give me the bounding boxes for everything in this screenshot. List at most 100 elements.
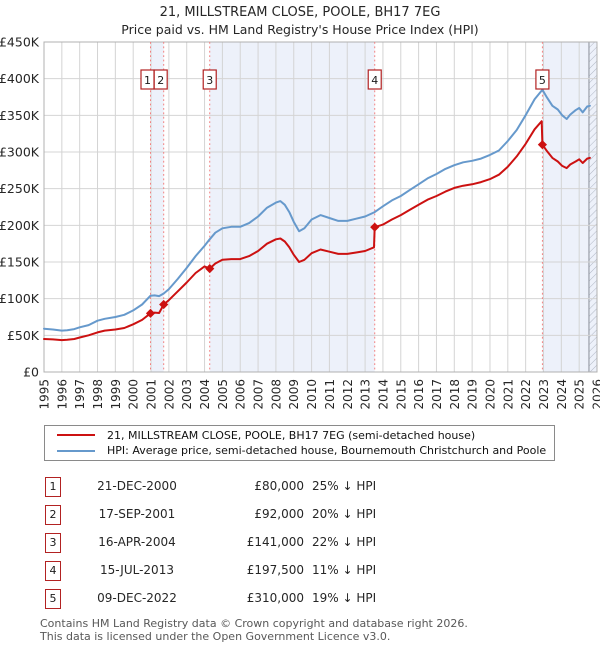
y-tick-label: £200K [0, 218, 40, 233]
sale-vs-hpi: 25% ↓ HPI [312, 479, 377, 493]
sale-marker [205, 264, 215, 274]
sale-number-badge: 4 [45, 561, 61, 581]
x-tick-label: 2005 [216, 379, 230, 410]
licence-footer: Contains HM Land Registry data © Crown c… [40, 617, 600, 643]
sale-price: £197,500 [246, 563, 304, 577]
sale-label: 2 [157, 74, 164, 87]
sale-label: 4 [371, 74, 378, 87]
sale-label-box [367, 69, 382, 90]
sale-label: 5 [539, 74, 546, 87]
table-row: 3 16-APR-2004 £141,000 22% ↓ HPI [40, 530, 580, 558]
x-tick-label: 2013 [359, 379, 373, 410]
x-tick-label: 2002 [162, 379, 176, 410]
licence-line-1: Contains HM Land Registry data © Crown c… [40, 617, 468, 630]
table-row: 4 15-JUL-2013 £197,500 11% ↓ HPI [40, 558, 580, 586]
sale-vs-hpi: 19% ↓ HPI [312, 591, 377, 605]
x-tick-label: 2006 [234, 379, 248, 410]
x-tick-label: 2023 [537, 379, 551, 410]
x-tick-label: 2026 [591, 379, 600, 410]
x-tick-label: 2012 [341, 379, 355, 410]
x-tick-label: 2025 [573, 379, 587, 410]
sale-vs-hpi: 11% ↓ HPI [312, 563, 377, 577]
x-tick-label: 2000 [127, 379, 141, 410]
sale-label-box [153, 69, 168, 90]
property-line-sample [57, 434, 95, 437]
x-tick-label: 2019 [466, 379, 480, 410]
table-row: 5 09-DEC-2022 £310,000 19% ↓ HPI [40, 586, 580, 614]
x-tick-label: 2009 [287, 379, 301, 410]
y-tick-label: £400K [0, 71, 40, 86]
x-tick-label: 2008 [269, 379, 283, 410]
table-row: 1 21-DEC-2000 £80,000 25% ↓ HPI [40, 474, 580, 502]
x-tick-label: 2011 [323, 379, 337, 410]
x-tick-label: 2001 [145, 379, 159, 410]
ownership-band [150, 42, 164, 372]
sale-marker [370, 222, 380, 232]
sale-label: 1 [144, 74, 151, 87]
sale-number-badge: 1 [45, 477, 61, 497]
sale-date: 09-DEC-2022 [97, 591, 177, 605]
ownership-band [209, 42, 375, 372]
x-tick-label: 2004 [198, 379, 212, 410]
x-tick-label: 1996 [55, 379, 69, 410]
x-tick-label: 2015 [394, 379, 408, 410]
forecast-hatch-band [588, 42, 597, 372]
sale-number-badge: 5 [45, 589, 61, 609]
y-tick-label: £0 [23, 365, 39, 380]
sale-vs-hpi: 22% ↓ HPI [312, 535, 377, 549]
sale-price: £80,000 [254, 479, 304, 493]
legend-label-property: 21, MILLSTREAM CLOSE, POOLE, BH17 7EG (s… [107, 428, 476, 442]
price-history-chart: 1 2 3 4 5 £450K £400K £350K £300K £250K £200K £150K… [0, 35, 600, 410]
property-price-line [43, 120, 591, 342]
sale-number-badge: 2 [45, 505, 61, 525]
table-row: 2 17-SEP-2001 £92,000 20% ↓ HPI [40, 502, 580, 530]
legend-entry-hpi: HPI: Average price, semi-detached house,… [57, 444, 554, 457]
x-tick-label: 2018 [448, 379, 462, 410]
sale-marker [145, 308, 156, 318]
sale-vs-hpi: 20% ↓ HPI [312, 507, 377, 521]
sale-marker [159, 299, 169, 310]
x-tick-label: 2017 [430, 379, 444, 410]
y-tick-label: £450K [0, 35, 40, 50]
x-tick-label: 2010 [305, 379, 319, 410]
sale-number-badge: 3 [45, 533, 61, 553]
hpi-line-sample [57, 449, 95, 452]
sale-price: £141,000 [246, 535, 304, 549]
y-tick-label: £50K [7, 328, 40, 343]
licence-line-2: This data is licensed under the Open Gov… [40, 630, 391, 644]
y-tick-label: £150K [0, 255, 40, 270]
x-tick-label: 2024 [555, 379, 569, 410]
sale-date: 15-JUL-2013 [100, 563, 174, 577]
legend-entry-property: 21, MILLSTREAM CLOSE, POOLE, BH17 7EG (s… [57, 429, 554, 442]
x-tick-label: 2016 [412, 379, 426, 410]
x-tick-label: 1995 [38, 379, 52, 410]
hpi-line [43, 88, 591, 332]
x-tick-label: 1999 [109, 379, 123, 410]
sale-marker [537, 140, 548, 150]
x-tick-label: 2007 [252, 379, 266, 410]
x-tick-label: 2022 [519, 379, 533, 410]
y-tick-label: £350K [0, 108, 40, 123]
x-tick-label: 2003 [180, 379, 194, 410]
page-subtitle: Price paid vs. HM Land Registry's House … [121, 22, 479, 37]
y-tick-label: £250K [0, 181, 40, 196]
sale-date: 16-APR-2004 [98, 535, 176, 549]
legend-label-hpi: HPI: Average price, semi-detached house,… [107, 444, 547, 458]
chart-legend: 21, MILLSTREAM CLOSE, POOLE, BH17 7EG (s… [44, 425, 555, 461]
sale-price: £92,000 [254, 507, 304, 521]
sale-date: 21-DEC-2000 [97, 479, 177, 493]
x-tick-label: 2014 [376, 379, 390, 410]
sale-label-box [535, 69, 550, 90]
x-tick-label: 1998 [91, 379, 105, 410]
x-tick-label: 1997 [73, 379, 87, 410]
x-tick-label: 2020 [483, 379, 497, 410]
sale-label: 3 [206, 74, 213, 87]
y-tick-label: £300K [0, 145, 40, 160]
ownership-band [542, 42, 597, 372]
x-tick-label: 2021 [501, 379, 515, 410]
sale-price: £310,000 [246, 591, 304, 605]
sale-label-box [202, 69, 217, 90]
page-title: 21, MILLSTREAM CLOSE, POOLE, BH17 7EG [159, 5, 441, 20]
plot-border [43, 41, 598, 373]
